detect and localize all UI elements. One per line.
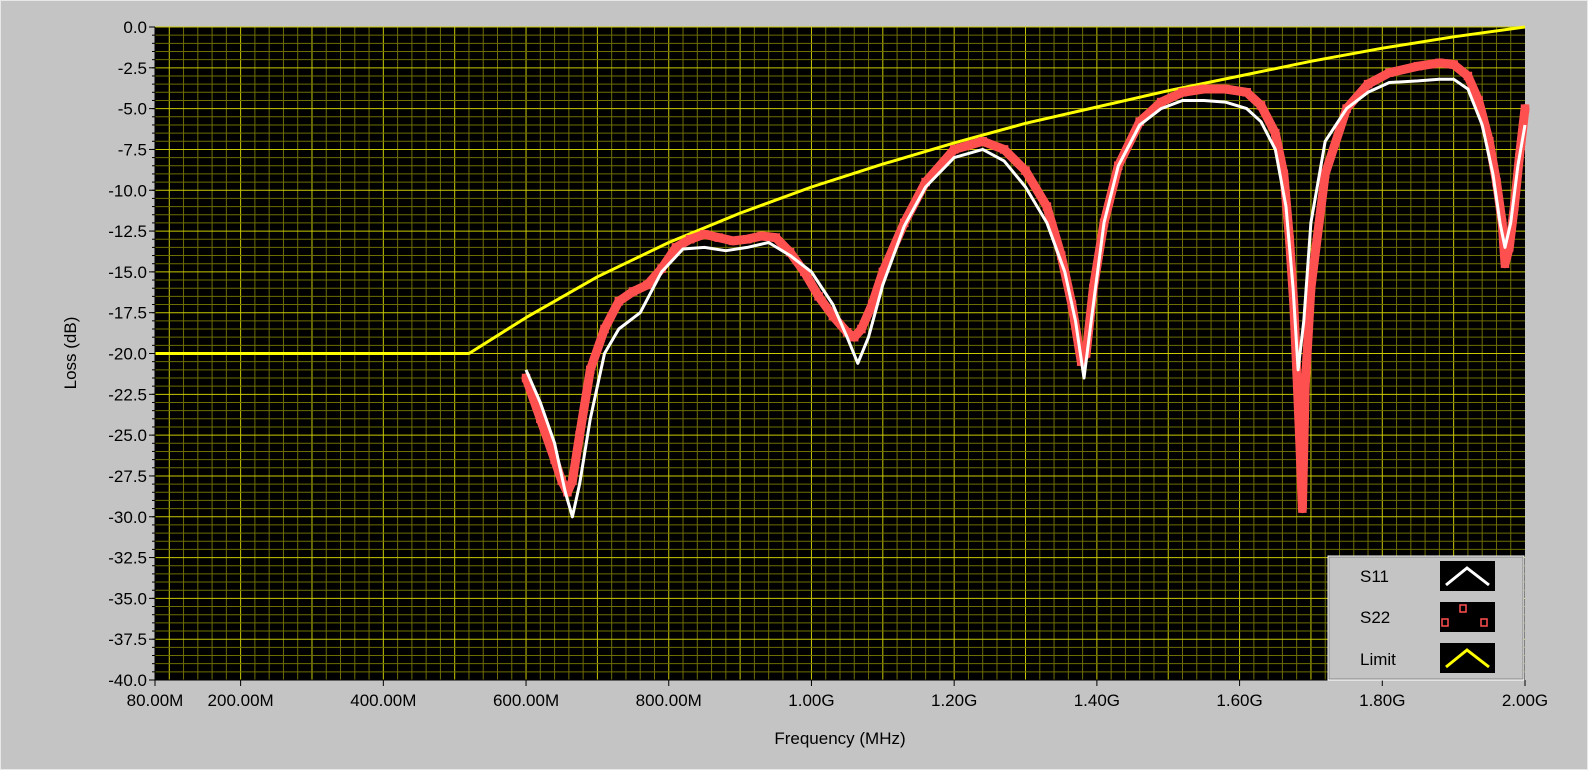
series-marker-s22 <box>728 236 738 246</box>
series-line-s11 <box>524 77 1527 519</box>
y-tick-label: -17.5 <box>108 304 147 323</box>
y-tick-label: -32.5 <box>108 549 147 568</box>
series-marker-s22 <box>685 234 695 244</box>
series-marker-s22 <box>1363 79 1373 89</box>
y-axis-title: Loss (dB) <box>61 317 80 390</box>
legend-label-s11: S11 <box>1360 567 1389 586</box>
series-marker-s22 <box>700 230 709 239</box>
legend-swatch-s22-marker <box>1459 604 1467 613</box>
series-marker-s22 <box>1520 104 1530 113</box>
series-marker-s22 <box>1320 169 1330 179</box>
series-marker-s22 <box>978 137 987 146</box>
series-marker-s22 <box>1295 430 1304 440</box>
y-axis-ticks: 0.0 -2.5 -5.0 -7.5 -10.0 -12.5 -15.0 -17.5 -20.0… <box>108 18 155 690</box>
y-tick-label: -7.5 <box>118 140 147 159</box>
legend-bevel <box>1328 556 1524 680</box>
x-tick-label: 800.00M <box>636 691 702 710</box>
x-axis-ticks: 80.00M 200.00M 400.00M 600.00M 800.00M 1.00G 1… <box>127 680 1548 710</box>
y-tick-label: -2.5 <box>118 59 147 78</box>
series-marker-s22 <box>714 233 723 242</box>
legend-label-s22: S22 <box>1360 608 1390 627</box>
series-marker-s22 <box>671 243 681 252</box>
series-marker-s22 <box>614 297 624 306</box>
series-marker-s22 <box>814 292 823 301</box>
y-tick-label: -15.0 <box>108 263 147 282</box>
y-tick-label: -20.0 <box>108 345 147 364</box>
series-marker-s22 <box>850 332 859 342</box>
series-marker-s22 <box>1298 504 1307 513</box>
x-tick-label: 1.20G <box>931 691 977 710</box>
series-marker-s22 <box>1385 68 1394 77</box>
series-marker-s22 <box>999 145 1009 154</box>
y-tick-label: -5.0 <box>118 100 147 119</box>
legend-swatch-s22 <box>1440 602 1495 632</box>
y-tick-label: -40.0 <box>108 671 147 690</box>
series-marker-s22 <box>1474 96 1483 105</box>
series-marker-s22 <box>1256 101 1266 110</box>
series-marker-s22 <box>1342 104 1351 113</box>
x-tick-label: 2.00G <box>1502 691 1548 710</box>
series-marker-s22 <box>1500 259 1510 268</box>
y-tick-label: -12.5 <box>108 222 147 241</box>
series-marker-s22 <box>949 145 959 154</box>
series-marker-s22 <box>586 365 595 375</box>
x-tick-label: 600.00M <box>493 691 559 710</box>
legend-swatch-s11-line <box>1445 566 1490 587</box>
legend-swatch-limit <box>1440 643 1495 673</box>
legend-swatch-s11 <box>1440 561 1495 591</box>
y-tick-label: 0.0 <box>123 18 147 37</box>
series-marker-s22 <box>575 430 584 440</box>
y-tick-label: -22.5 <box>108 385 147 404</box>
x-axis-title: Frequency (MHz) <box>774 729 905 748</box>
legend: S11 S22 Limit <box>1327 555 1525 681</box>
series-marker-s22 <box>1435 58 1444 68</box>
series-marker-s22 <box>1178 88 1187 97</box>
x-tick-label: 400.00M <box>350 691 416 710</box>
x-tick-label: 1.80G <box>1359 691 1405 710</box>
x-tick-label: 1.60G <box>1216 691 1262 710</box>
legend-swatch-s22-marker <box>1480 618 1488 627</box>
series-marker-s22 <box>1042 202 1052 211</box>
series-line-limit <box>155 25 1526 355</box>
series-marker-s22 <box>1413 61 1423 71</box>
series-marker-s22 <box>1199 84 1209 94</box>
series-marker-s22 <box>536 414 545 424</box>
x-tick-label: 1.40G <box>1074 691 1120 710</box>
series-s11 <box>524 77 1527 519</box>
y-tick-label: -10.0 <box>108 181 147 200</box>
series-marker-s22 <box>757 231 766 241</box>
series-marker-s22 <box>742 234 752 244</box>
series-marker-s22 <box>600 324 609 334</box>
y-tick-label: -25.0 <box>108 426 147 445</box>
x-tick-label: 1.00G <box>788 691 834 710</box>
series-limit <box>155 25 1526 355</box>
x-tick-label: 200.00M <box>208 691 274 710</box>
series-marker-s22 <box>1221 84 1230 94</box>
y-tick-label: -27.5 <box>108 467 147 486</box>
series-marker-s22 <box>1156 97 1166 107</box>
series-marker-s22 <box>1449 60 1458 69</box>
series-marker-s22 <box>771 233 781 242</box>
x-tick-label: 80.00M <box>127 691 184 710</box>
legend-swatch-s22-marker <box>1441 618 1449 627</box>
y-tick-label: -37.5 <box>108 630 147 649</box>
series-marker-s22 <box>867 300 877 309</box>
series-marker-s22 <box>857 324 866 334</box>
y-tick-label: -30.0 <box>108 508 147 527</box>
series-marker-s22 <box>643 280 652 290</box>
series-marker-s22 <box>1463 71 1473 81</box>
y-tick-label: -35.0 <box>108 589 147 608</box>
legend-label-limit: Limit <box>1360 650 1396 669</box>
series-marker-s22 <box>1271 128 1280 138</box>
legend-swatch-limit-line <box>1445 648 1490 669</box>
series-marker-s22 <box>1300 381 1310 391</box>
series-marker-s22 <box>800 267 809 277</box>
series-marker-s22 <box>568 476 577 486</box>
series-marker-s22 <box>628 287 638 296</box>
series-marker-s22 <box>1242 88 1251 97</box>
series-marker-s22 <box>1021 166 1030 175</box>
